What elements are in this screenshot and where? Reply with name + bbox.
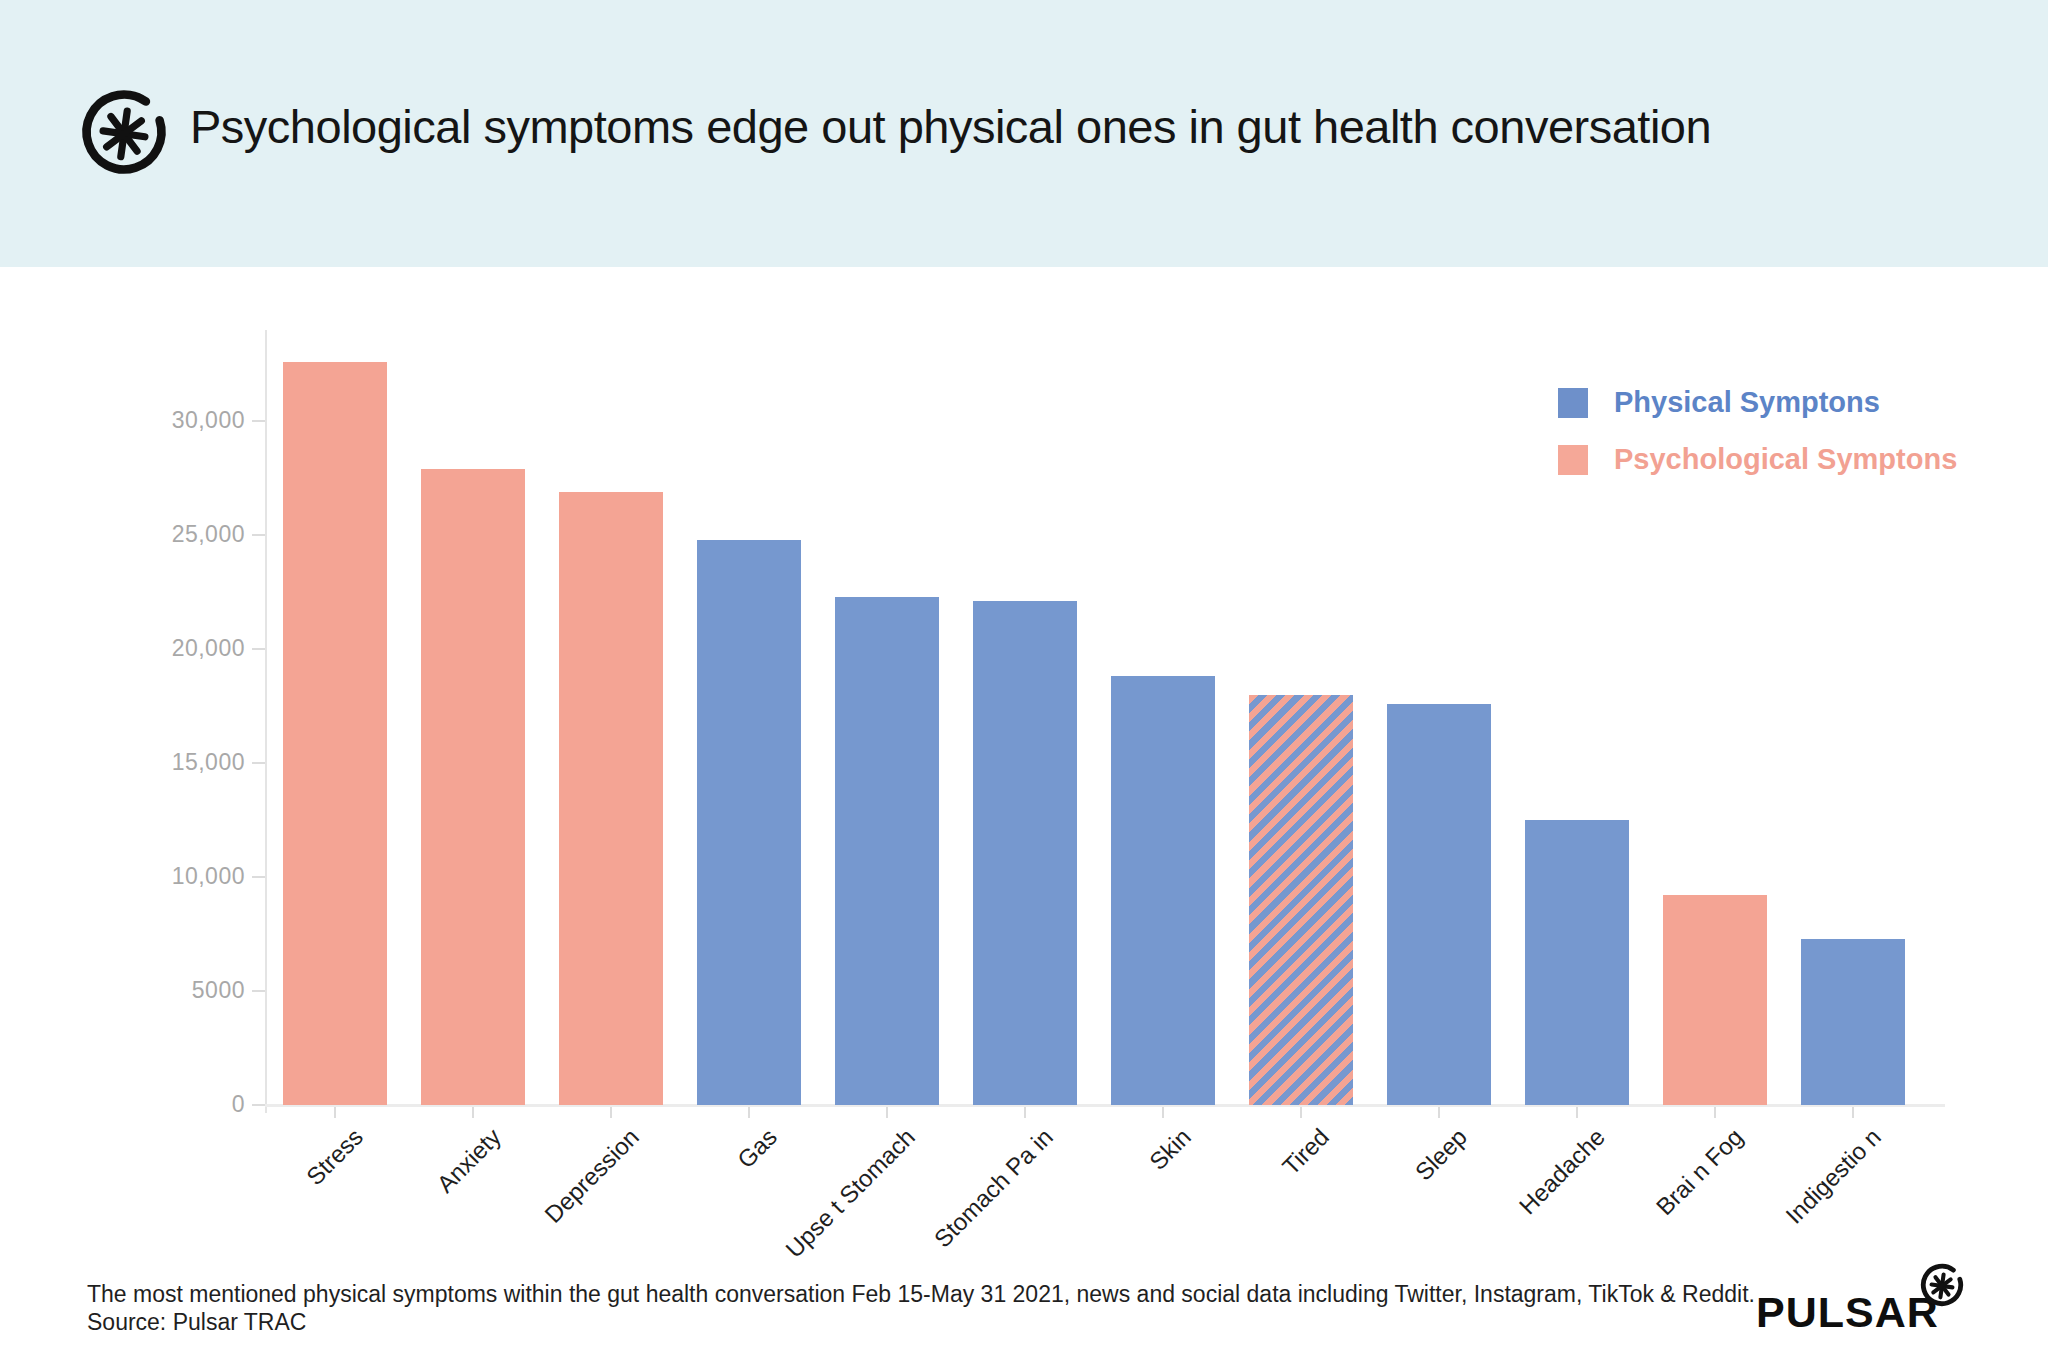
bar-stress [283,362,387,1105]
x-axis-tick [1438,1107,1440,1118]
pulsar-asterisk-small-icon [1918,1260,1966,1308]
footer-caption: The most mentioned physical symptoms wit… [87,1281,1755,1308]
y-axis-tick-label: 5000 [85,977,245,1004]
y-axis-tick-label: 15,000 [85,749,245,776]
bar-skin [1111,676,1215,1105]
bar-stomach-pa-in [973,601,1077,1105]
header: Psychological symptoms edge out physical… [0,0,2048,267]
bar-anxiety [421,469,525,1105]
y-axis-tick-label: 0 [85,1091,245,1118]
page-title: Psychological symptoms edge out physical… [190,99,1711,154]
bar-depression [559,492,663,1105]
x-axis-tick [1576,1107,1578,1118]
x-axis-label-upse-t-stomach: Upse t Stomach [780,1123,921,1264]
x-axis-tick [1024,1107,1026,1118]
legend-item-physical: Physical Symptons [1558,386,1957,419]
pulsar-asterisk-icon [74,82,174,178]
x-axis-tick [1300,1107,1302,1118]
x-axis-tick [610,1107,612,1118]
pulsar-wordmark: PULSAR [1756,1288,1939,1337]
y-axis-tick-label: 20,000 [85,635,245,662]
bar-gas [697,540,801,1105]
x-axis-tick [472,1107,474,1118]
x-axis-label-stress: Stress [301,1123,369,1191]
bar-tired [1249,695,1353,1105]
y-axis-tick [252,1104,265,1106]
infographic-page: Psychological symptoms edge out physical… [0,0,2048,1361]
x-axis-label-indigestio-n: Indigestio n [1780,1123,1887,1230]
x-axis-label-depression: Depression [539,1123,645,1229]
x-axis-label-sleep: Sleep [1410,1123,1473,1186]
x-axis-label-skin: Skin [1144,1123,1197,1176]
x-axis-tick [1852,1107,1854,1118]
psychological-swatch [1558,445,1588,475]
y-axis-tick-label: 10,000 [85,863,245,890]
legend-label-physical: Physical Symptons [1614,386,1880,419]
x-axis-label-brai-n-fog: Brai n Fog [1651,1123,1749,1221]
x-axis-tick [334,1107,336,1118]
bar-upse-t-stomach [835,597,939,1105]
footer-source: Source: Pulsar TRAC [87,1309,306,1336]
y-axis-tick [252,990,265,992]
y-axis-tick [252,876,265,878]
bar-brai-n-fog [1663,895,1767,1105]
x-axis-tick [748,1107,750,1118]
x-axis-label-tired: Tired [1277,1123,1335,1181]
x-axis-label-gas: Gas [732,1123,783,1174]
x-axis-tick [886,1107,888,1118]
y-axis-tick [252,534,265,536]
x-axis-tick [1162,1107,1164,1118]
bar-indigestio-n [1801,939,1905,1105]
y-axis-tick-label: 25,000 [85,521,245,548]
y-axis-tick [252,420,265,422]
physical-swatch [1558,388,1588,418]
x-axis-label-stomach-pa-in: Stomach Pa in [929,1123,1059,1253]
bar-headache [1525,820,1629,1105]
bar-sleep [1387,704,1491,1105]
y-axis-tick [252,648,265,650]
x-axis-tick [1714,1107,1716,1118]
y-axis-tick-label: 30,000 [85,407,245,434]
x-axis-label-anxiety: Anxiety [431,1123,506,1198]
y-axis-line [265,330,267,1113]
legend-label-psychological: Psychological Symptons [1614,443,1957,476]
legend-item-psychological: Psychological Symptons [1558,443,1957,476]
y-axis-tick [252,762,265,764]
x-axis-label-headache: Headache [1514,1123,1611,1220]
legend: Physical Symptons Psychological Symptons [1558,386,1957,500]
